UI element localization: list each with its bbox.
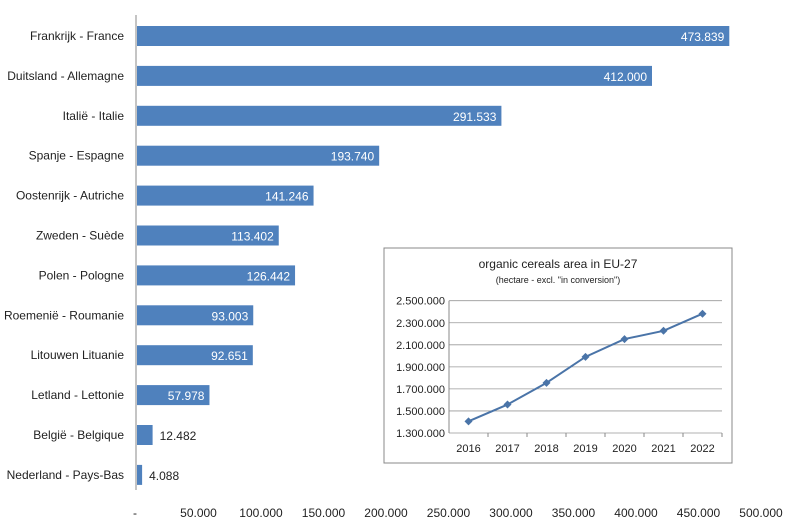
data-label: 113.402 — [231, 230, 274, 244]
data-label: 412.000 — [604, 70, 648, 84]
data-label: 4.088 — [149, 469, 179, 483]
y-tick-label: 2.500.000 — [396, 296, 445, 308]
inset-subtitle: (hectare - excl. "in conversion") — [496, 275, 620, 285]
bar — [137, 265, 296, 286]
y-tick-label: 2.100.000 — [396, 340, 445, 352]
data-label: 12.482 — [160, 429, 197, 443]
category-label: Spanje - Espagne — [29, 149, 125, 163]
category-label: Frankrijk - France — [30, 29, 124, 43]
x-tick-label: 100.000 — [239, 506, 283, 520]
category-label: Oostenrijk - Autriche — [16, 189, 124, 203]
data-point-marker — [659, 326, 668, 335]
category-label: Letland - Lettonie — [31, 388, 124, 402]
x-tick-label: 2020 — [612, 443, 636, 455]
x-tick-label: 400.000 — [614, 506, 658, 520]
data-label: 193.740 — [331, 150, 375, 164]
x-tick-label: 50.000 — [180, 506, 217, 520]
bar — [137, 225, 279, 246]
y-tick-label: 2.300.000 — [396, 318, 445, 330]
category-label: Zweden - Suède — [36, 229, 124, 243]
x-tick-label: 2017 — [495, 443, 519, 455]
category-label: Italië - Italie — [63, 109, 125, 123]
category-label: Litouwen Lituanie — [31, 348, 125, 362]
bar — [137, 305, 254, 326]
x-tick-label: 2021 — [651, 443, 675, 455]
inset-frame — [383, 247, 733, 464]
category-label: Roemenië - Roumanie — [4, 308, 124, 322]
x-tick-label: - — [133, 506, 137, 520]
data-label: 291.533 — [453, 110, 497, 124]
x-tick-label: 150.000 — [302, 506, 346, 520]
bar — [137, 425, 153, 445]
x-tick-label: 2022 — [690, 443, 714, 455]
category-label: Nederland - Pays-Bas — [7, 468, 124, 482]
data-label: 93.003 — [212, 309, 249, 323]
x-tick-label: 300.000 — [489, 506, 533, 520]
bar — [137, 145, 380, 166]
x-tick-label: 2018 — [534, 443, 558, 455]
x-tick-label: 450.000 — [677, 506, 721, 520]
data-point-marker — [503, 400, 512, 409]
x-tick-label: 250.000 — [427, 506, 471, 520]
x-tick-label: 2019 — [573, 443, 597, 455]
data-point-marker — [464, 417, 473, 426]
bar — [137, 105, 502, 126]
category-label: Polen - Pologne — [39, 268, 125, 282]
y-tick-label: 1.500.000 — [396, 406, 445, 418]
data-label: 126.442 — [247, 269, 291, 283]
x-tick-label: 500.000 — [739, 506, 783, 520]
y-tick-label: 1.300.000 — [396, 428, 445, 440]
data-point-marker — [581, 352, 590, 361]
data-point-marker — [542, 378, 551, 387]
category-label: België - Belgique — [33, 428, 124, 442]
category-label: Duitsland - Allemagne — [7, 69, 124, 83]
x-tick-label: 350.000 — [552, 506, 596, 520]
bar — [137, 26, 730, 46]
bar — [137, 345, 253, 366]
x-tick-label: 200.000 — [364, 506, 408, 520]
bar — [137, 464, 143, 485]
x-tick-label: 2016 — [456, 443, 480, 455]
data-label: 141.246 — [265, 190, 309, 204]
data-label: 473.839 — [681, 30, 725, 44]
inset-line-chart: organic cereals area in EU-27 (hectare - … — [383, 247, 733, 464]
data-label: 92.651 — [211, 349, 248, 363]
bar — [137, 385, 210, 406]
y-tick-label: 1.900.000 — [396, 362, 445, 374]
bar — [137, 185, 314, 206]
data-point-marker — [698, 309, 707, 318]
data-point-marker — [620, 335, 629, 344]
data-label: 57.978 — [168, 389, 205, 403]
inset-title: organic cereals area in EU-27 — [479, 257, 638, 271]
y-tick-label: 1.700.000 — [396, 384, 445, 396]
bar — [137, 65, 652, 86]
